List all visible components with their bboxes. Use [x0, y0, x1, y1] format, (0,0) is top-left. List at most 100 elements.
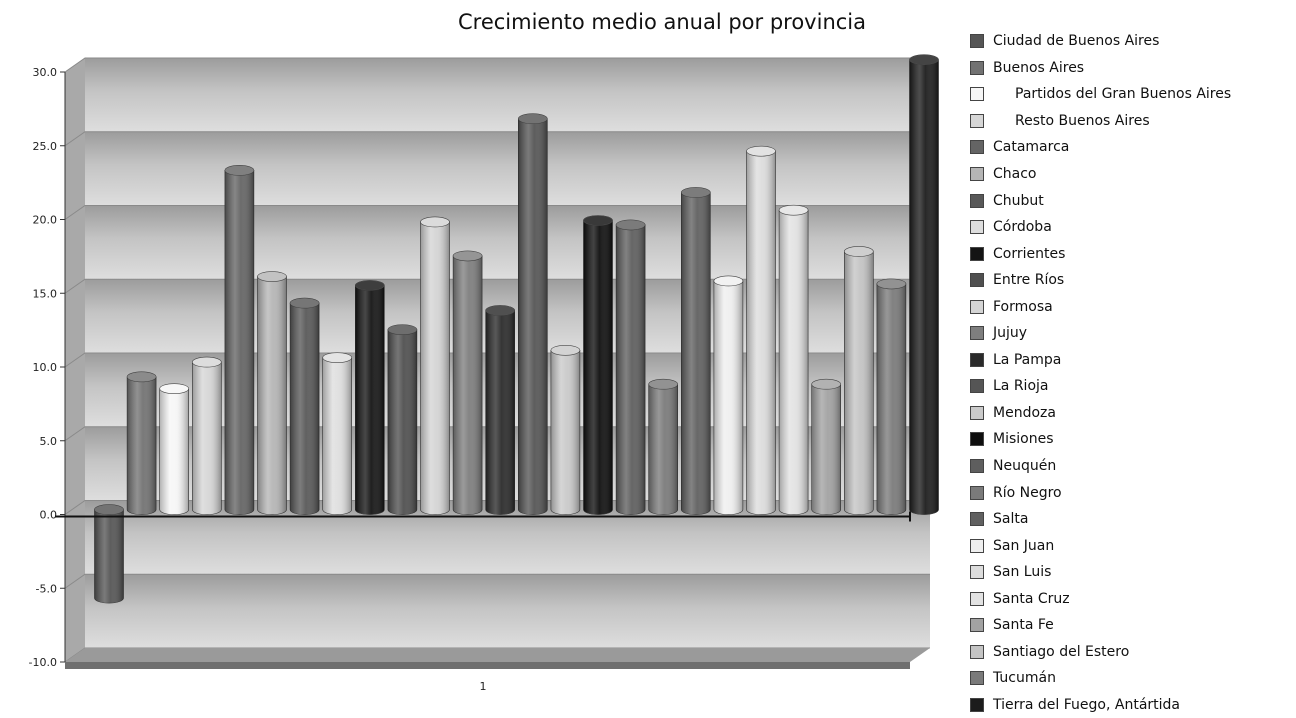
bar: [354, 280, 385, 515]
bar-cap: [517, 113, 548, 125]
bar-cap-highlight: [518, 113, 548, 124]
bar-cap-highlight: [909, 54, 939, 65]
legend-swatch: [970, 538, 984, 553]
legend-item: Tucumán: [970, 665, 1292, 692]
legend-item: Santa Cruz: [970, 585, 1292, 612]
bar-shade: [94, 509, 124, 604]
legend-item: Entre Ríos: [970, 267, 1292, 294]
bar: [387, 324, 418, 515]
legend-item: Córdoba: [970, 214, 1292, 241]
bar-cap: [192, 356, 222, 368]
y-tick-label: 15.0: [33, 287, 58, 300]
legend-swatch: [970, 326, 984, 341]
y-tick-label: 25.0: [33, 140, 58, 153]
legend-label: Córdoba: [993, 219, 1052, 236]
bar-cap-highlight: [746, 146, 776, 157]
bar-cap: [680, 187, 711, 198]
bar-cap-highlight: [485, 305, 515, 316]
bar-cap-highlight: [192, 357, 222, 368]
bar-cap-highlight: [779, 205, 809, 216]
bar-shade: [387, 329, 417, 515]
bar: [713, 275, 744, 515]
legend-label: San Luis: [993, 564, 1052, 581]
legend-item: La Pampa: [970, 347, 1292, 374]
x-axis: 1: [55, 511, 911, 693]
bar-shade: [159, 388, 189, 515]
bar-shade: [681, 192, 711, 515]
legend-item: Partidos del Gran Buenos Aires: [970, 81, 1292, 108]
bar: [843, 246, 874, 515]
bar-cap: [550, 344, 581, 356]
legend-item: Tierra del Fuego, Antártida: [970, 692, 1292, 718]
legend-label: Santiago del Estero: [993, 643, 1130, 660]
wall-band: [85, 131, 930, 206]
legend-label: Entre Ríos: [993, 272, 1065, 289]
legend-item: Corrientes: [970, 240, 1292, 267]
bar-cap-highlight: [224, 165, 254, 176]
bar-shade: [648, 384, 678, 515]
legend-swatch: [970, 618, 984, 633]
bar: [811, 378, 842, 515]
bar-shade: [485, 310, 515, 515]
bar-shade: [192, 362, 222, 515]
bar-cap: [387, 324, 418, 335]
legend-item: Formosa: [970, 293, 1292, 320]
chart-title: Crecimiento medio anual por provincia: [458, 10, 867, 34]
bar: [615, 219, 646, 515]
legend-item: San Luis: [970, 559, 1292, 586]
bar-cap-highlight: [159, 383, 189, 394]
bar-shade: [779, 210, 809, 515]
legend-label: Río Negro: [993, 484, 1062, 501]
bar-cap-highlight: [616, 219, 646, 230]
bar-shade: [746, 151, 776, 515]
legend-swatch: [970, 140, 984, 155]
legend-item: Santa Fe: [970, 612, 1292, 639]
bar-shade: [909, 59, 939, 515]
bar: [322, 352, 353, 515]
wall-band: [85, 574, 930, 648]
legend-swatch: [970, 432, 984, 447]
chart-floor: [65, 648, 930, 662]
legend-label: Tucumán: [993, 670, 1056, 687]
bar: [289, 297, 320, 515]
legend-item: Santiago del Estero: [970, 639, 1292, 666]
bar-cap: [876, 278, 907, 290]
bar-shade: [127, 376, 157, 515]
bar-cap-highlight: [811, 379, 841, 390]
legend-swatch: [970, 273, 984, 288]
bar-cap-highlight: [453, 250, 483, 261]
bar-cap: [713, 275, 744, 287]
legend-swatch: [970, 113, 984, 128]
legend-label: Buenos Aires: [993, 59, 1085, 76]
y-tick-label: 30.0: [33, 66, 58, 79]
bar: [778, 204, 809, 515]
bar-cap-highlight: [648, 379, 678, 390]
bar: [224, 165, 255, 515]
legend-item: Catamarca: [970, 134, 1292, 161]
legend-item: Jujuy: [970, 320, 1292, 347]
legend-swatch: [970, 87, 984, 102]
legend-item: Río Negro: [970, 479, 1292, 506]
legend-label: Resto Buenos Aires: [1015, 112, 1150, 129]
legend-label: Santa Cruz: [993, 590, 1070, 607]
bar-cap-highlight: [550, 345, 580, 356]
bar-cap-highlight: [876, 278, 906, 289]
gridline: [64, 573, 930, 589]
legend-item: Misiones: [970, 426, 1292, 453]
bar-cap: [224, 165, 255, 176]
bar-shade: [322, 357, 352, 515]
legend-swatch: [970, 459, 984, 474]
legend-item: Mendoza: [970, 400, 1292, 427]
legend-item: Resto Buenos Aires: [970, 108, 1292, 135]
y-tick-label: -10.0: [29, 656, 57, 669]
bar: [648, 378, 679, 515]
legend-swatch: [970, 697, 984, 712]
legend-label: Ciudad de Buenos Aires: [993, 33, 1160, 50]
bar-cap-highlight: [713, 275, 743, 286]
legend-swatch: [970, 379, 984, 394]
bar-shade: [290, 303, 320, 515]
bar: [126, 371, 157, 515]
chart-legend: Ciudad de Buenos Aires Buenos Aires Partid…: [970, 28, 1292, 718]
bar-cap: [257, 271, 287, 282]
